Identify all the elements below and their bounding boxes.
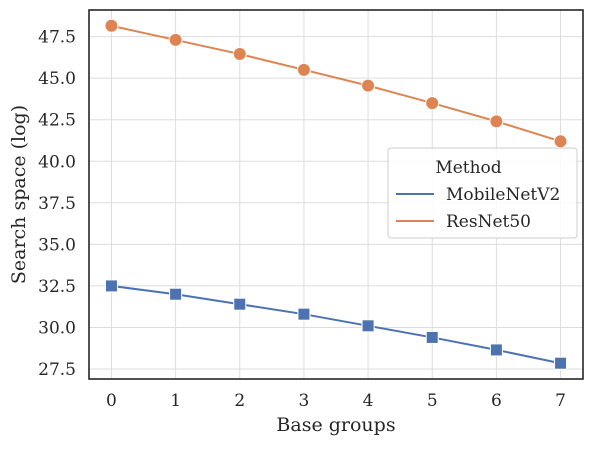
y-tick-label: 40.0	[38, 152, 76, 172]
y-tick-label: 32.5	[38, 277, 76, 297]
data-point	[168, 32, 183, 47]
data-point	[104, 18, 119, 33]
series-ResNet50	[104, 18, 568, 149]
data-point	[553, 134, 568, 149]
legend-entry: MobileNetV2	[396, 185, 560, 205]
tick-labels: 0 1 2 3 4 5 6 7 27.5 30.0 32.5 35.0 37.5 40.0 42.5 45.0…	[38, 28, 566, 411]
data-point	[361, 78, 376, 93]
series-layer	[104, 18, 568, 370]
legend-label: ResNet50	[446, 212, 531, 232]
series-line	[111, 24, 561, 143]
y-tick-label: 27.5	[38, 360, 76, 380]
y-tick-label: 30.0	[38, 318, 76, 338]
data-point	[169, 287, 183, 301]
legend-entry: ResNet50	[396, 212, 531, 232]
y-tick-label: 42.5	[38, 111, 76, 131]
legend: Method MobileNetV2 ResNet50	[387, 147, 578, 239]
x-tick-label: 3	[299, 391, 310, 411]
legend-box	[387, 147, 578, 239]
x-tick-label: 7	[555, 391, 566, 411]
data-point	[489, 343, 503, 357]
data-point	[232, 47, 247, 62]
x-tick-label: 1	[170, 391, 181, 411]
x-tick-label: 0	[106, 391, 117, 411]
y-tick-label: 47.5	[38, 28, 76, 48]
series-MobileNetV2	[104, 279, 568, 370]
data-point	[425, 96, 440, 111]
data-point	[554, 356, 568, 370]
legend-label: MobileNetV2	[446, 185, 560, 205]
series-line	[111, 284, 561, 365]
data-point	[297, 307, 311, 321]
y-tick-label: 35.0	[38, 235, 76, 255]
data-point	[296, 62, 311, 77]
y-tick-label: 37.5	[38, 194, 76, 214]
y-axis-label: Search space (log)	[8, 105, 30, 284]
y-tick-label: 45.0	[38, 69, 76, 89]
x-tick-label: 6	[491, 391, 502, 411]
plot-area-frame	[88, 9, 584, 380]
x-tick-label: 4	[363, 391, 374, 411]
legend-title: Method	[435, 158, 501, 178]
data-point	[233, 297, 247, 311]
x-axis-label: Base groups	[276, 414, 395, 436]
data-point	[104, 279, 118, 293]
data-point	[489, 114, 504, 129]
data-point	[425, 330, 439, 344]
x-tick-label: 2	[234, 391, 245, 411]
data-point	[361, 319, 375, 333]
x-tick-label: 5	[427, 391, 438, 411]
